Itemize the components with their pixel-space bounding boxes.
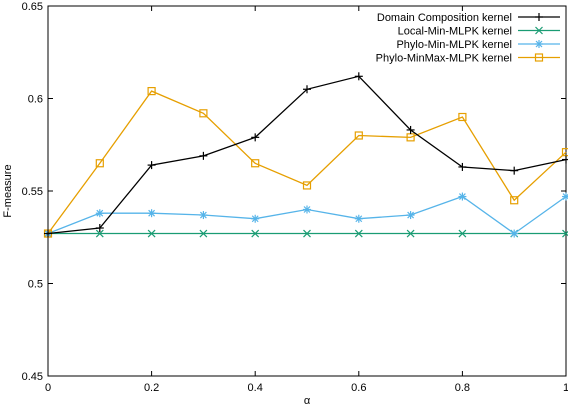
series-line <box>47 195 567 235</box>
data-point <box>534 53 544 62</box>
data-point <box>354 131 363 140</box>
data-point <box>147 161 156 170</box>
series-1 <box>44 72 568 238</box>
x-tick-label: 0.4 <box>248 382 263 394</box>
data-point <box>406 229 415 238</box>
y-tick-label: 0.6 <box>28 94 43 106</box>
legend-label: Domain Composition kernel <box>377 12 512 24</box>
data-point <box>535 26 543 35</box>
legend-label: Phylo-MinMax-MLPK kernel <box>376 53 512 65</box>
series-3 <box>44 192 568 238</box>
data-point <box>406 211 415 220</box>
data-point <box>251 214 260 223</box>
y-axis-title: F-measure <box>2 164 14 217</box>
x-tick-label: 0.2 <box>144 382 159 394</box>
x-tick-label: 0.8 <box>455 382 470 394</box>
data-point <box>535 40 543 48</box>
data-point <box>535 13 543 21</box>
y-tick-label: 0.65 <box>22 1 43 13</box>
data-point <box>95 209 104 218</box>
data-point <box>562 229 568 238</box>
data-point <box>147 86 156 96</box>
data-point <box>251 133 260 142</box>
legend-item: Local-Min-MLPK kernel <box>398 26 560 38</box>
data-point <box>562 192 568 201</box>
data-point <box>147 229 156 238</box>
data-point <box>458 162 467 171</box>
y-tick-label: 0.45 <box>22 371 43 383</box>
data-point <box>303 85 311 94</box>
data-point <box>95 229 104 238</box>
x-axis-title: α <box>304 395 311 407</box>
data-point <box>302 181 312 190</box>
data-point <box>510 196 519 205</box>
data-point <box>251 159 260 168</box>
series-4 <box>43 86 568 238</box>
data-point <box>458 229 467 238</box>
data-point <box>354 214 363 223</box>
data-point <box>95 224 104 232</box>
data-point <box>147 209 156 218</box>
data-point <box>95 159 104 168</box>
data-point <box>199 211 208 220</box>
data-point <box>354 72 363 81</box>
legend-label: Local-Min-MLPK kernel <box>398 26 512 38</box>
data-point <box>406 125 415 134</box>
x-tick-label: 1 <box>563 382 568 394</box>
series-line <box>47 90 567 234</box>
data-point <box>510 166 519 175</box>
legend-item: Domain Composition kernel <box>377 12 560 24</box>
data-point <box>562 155 568 164</box>
axes: 0 0.2 0.4 0.6 0.8 1 0.45 0.5 0.55 0.6 0.65 <box>22 1 568 394</box>
data-point <box>458 112 467 122</box>
series-2 <box>44 229 568 238</box>
y-tick-label: 0.5 <box>28 279 43 291</box>
data-point <box>199 229 208 238</box>
data-point <box>251 229 260 238</box>
data-point <box>303 229 311 238</box>
x-tick-label: 0.6 <box>351 382 366 394</box>
data-point <box>199 151 208 160</box>
y-tick-label: 0.55 <box>22 186 43 198</box>
data-point <box>199 109 208 118</box>
data-point <box>44 229 52 238</box>
data-point <box>303 205 311 214</box>
legend-label: Phylo-Min-MLPK kernel <box>396 39 512 51</box>
data-point <box>354 229 363 238</box>
legend-item: Phylo-MinMax-MLPK kernel <box>376 53 560 65</box>
data-point <box>510 229 519 238</box>
series-layer <box>43 72 568 238</box>
legend-item: Phylo-Min-MLPK kernel <box>396 39 560 51</box>
data-point <box>458 192 467 201</box>
x-tick-label: 0 <box>45 382 51 394</box>
legend: Domain Composition kernel Local-Min-MLPK … <box>376 12 560 65</box>
